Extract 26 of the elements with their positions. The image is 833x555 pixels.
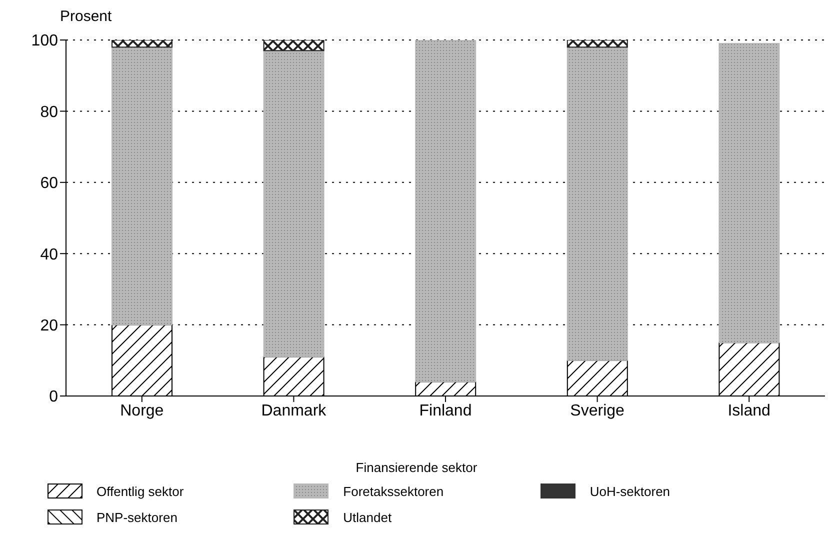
bar (718, 43, 780, 344)
legend-label: Foretakssektoren (343, 484, 444, 498)
bar (566, 46, 628, 361)
x-tick-label: Norge (120, 402, 164, 420)
y-axis-title: Prosent (60, 8, 112, 25)
y-tick-label: 80 (40, 104, 58, 121)
bar (263, 40, 324, 52)
legend-label: UoH-sektoren (590, 484, 670, 498)
bar (415, 40, 476, 382)
y-tick-label: 40 (40, 246, 58, 264)
x-tick-label: Finland (419, 402, 472, 420)
legend-label: Offentlig sektor (96, 484, 184, 498)
y-tick-label: 20 (40, 317, 58, 334)
bar (112, 46, 172, 326)
y-tick-label: 0 (49, 388, 58, 406)
bar (263, 50, 324, 358)
x-tick-label: Sverige (570, 402, 625, 420)
bar (566, 40, 628, 48)
y-tick-label: 60 (40, 175, 58, 192)
bar (112, 40, 172, 48)
x-tick-label: Danmark (261, 402, 328, 420)
legend-label: Utlandet (343, 510, 392, 524)
y-tick-label: 100 (31, 32, 58, 50)
legend-title: Finansierende sektor (354, 460, 478, 475)
legend-label: PNP-sektoren (96, 510, 178, 524)
x-tick-label: Island (728, 402, 770, 420)
